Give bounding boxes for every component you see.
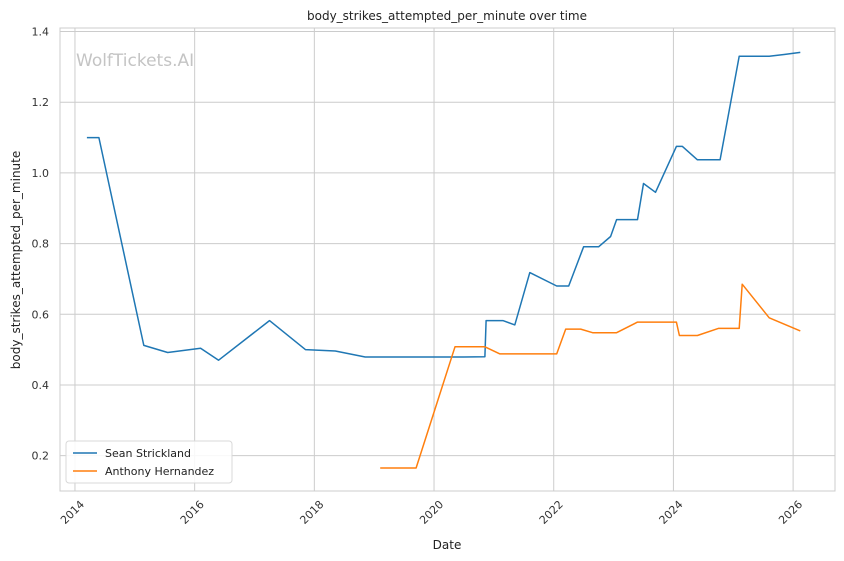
y-tick-label: 0.2 (32, 450, 50, 463)
y-tick-label: 1.0 (32, 167, 50, 180)
legend: Sean Strickland Anthony Hernandez (65, 440, 233, 484)
y-tick-label: 0.4 (32, 379, 50, 392)
x-gridlines (74, 28, 794, 491)
watermark-text: WolfTickets.AI (76, 51, 194, 71)
legend-label-anthony-hernandez: Anthony Hernandez (105, 465, 214, 478)
x-axis-label: Date (433, 538, 462, 552)
plot-background (60, 28, 835, 491)
series-line-anthony-hernandez (380, 283, 801, 469)
plot-area: WolfTickets.AI (59, 27, 836, 492)
legend-box (65, 440, 233, 484)
plot-frame (59, 27, 836, 492)
y-tick-label: 1.4 (32, 26, 50, 39)
legend-label-sean-strickland: Sean Strickland (105, 447, 191, 460)
series-layer (86, 51, 801, 469)
chart-title: body_strikes_attempted_per_minute over t… (307, 9, 587, 23)
y-tick-labels: 0.2 0.4 0.6 0.8 1.0 1.2 1.4 (32, 26, 50, 463)
y-tick-label: 0.6 (32, 308, 50, 321)
series-line-sean-strickland (86, 51, 801, 361)
y-axis-label: body_strikes_attempted_per_minute (9, 151, 23, 369)
y-tick-label: 1.2 (32, 96, 50, 109)
y-tick-label: 0.8 (32, 238, 50, 251)
